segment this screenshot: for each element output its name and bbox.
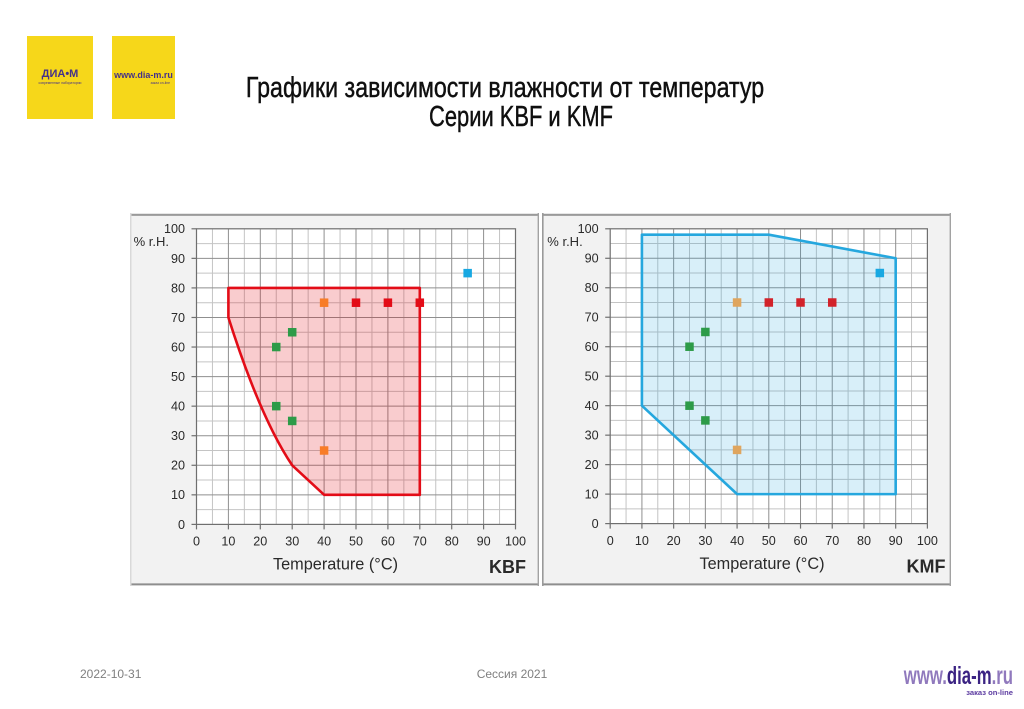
svg-text:100: 100 [917,534,938,548]
svg-text:80: 80 [171,281,185,295]
svg-text:100: 100 [578,222,599,236]
svg-text:20: 20 [171,459,185,473]
svg-text:Temperature (°C): Temperature (°C) [699,555,824,573]
svg-text:90: 90 [171,252,185,266]
svg-text:0: 0 [592,517,599,531]
svg-text:10: 10 [221,535,235,549]
svg-text:100: 100 [505,535,526,549]
svg-text:40: 40 [317,535,331,549]
svg-text:30: 30 [698,534,712,548]
svg-text:% r.H.: % r.H. [547,234,582,249]
svg-text:20: 20 [667,534,681,548]
svg-text:0: 0 [193,535,200,549]
svg-text:50: 50 [762,534,776,548]
svg-text:90: 90 [585,252,599,266]
svg-text:30: 30 [171,429,185,443]
svg-text:60: 60 [794,534,808,548]
svg-text:20: 20 [585,458,599,472]
svg-text:100: 100 [164,222,185,236]
svg-text:40: 40 [171,400,185,414]
svg-text:30: 30 [285,535,299,549]
svg-text:10: 10 [585,488,599,502]
svg-text:70: 70 [825,534,839,548]
svg-text:60: 60 [585,340,599,354]
svg-text:90: 90 [477,535,491,549]
svg-text:Temperature (°C): Temperature (°C) [273,556,398,574]
svg-text:70: 70 [171,311,185,325]
svg-text:50: 50 [171,370,185,384]
svg-text:10: 10 [171,488,185,502]
svg-text:80: 80 [585,281,599,295]
svg-text:80: 80 [857,534,871,548]
svg-text:30: 30 [585,429,599,443]
svg-text:% r.H.: % r.H. [134,234,169,249]
svg-text:70: 70 [585,311,599,325]
svg-text:70: 70 [413,535,427,549]
svg-text:KMF: KMF [907,556,946,576]
svg-text:KBF: KBF [489,557,526,577]
svg-text:40: 40 [585,399,599,413]
svg-text:10: 10 [635,534,649,548]
svg-text:60: 60 [171,340,185,354]
svg-text:50: 50 [585,370,599,384]
svg-text:20: 20 [253,535,267,549]
svg-text:0: 0 [607,534,614,548]
svg-text:60: 60 [381,535,395,549]
svg-text:50: 50 [349,535,363,549]
svg-text:90: 90 [889,534,903,548]
svg-text:40: 40 [730,534,744,548]
svg-text:80: 80 [445,535,459,549]
svg-text:0: 0 [178,518,185,532]
